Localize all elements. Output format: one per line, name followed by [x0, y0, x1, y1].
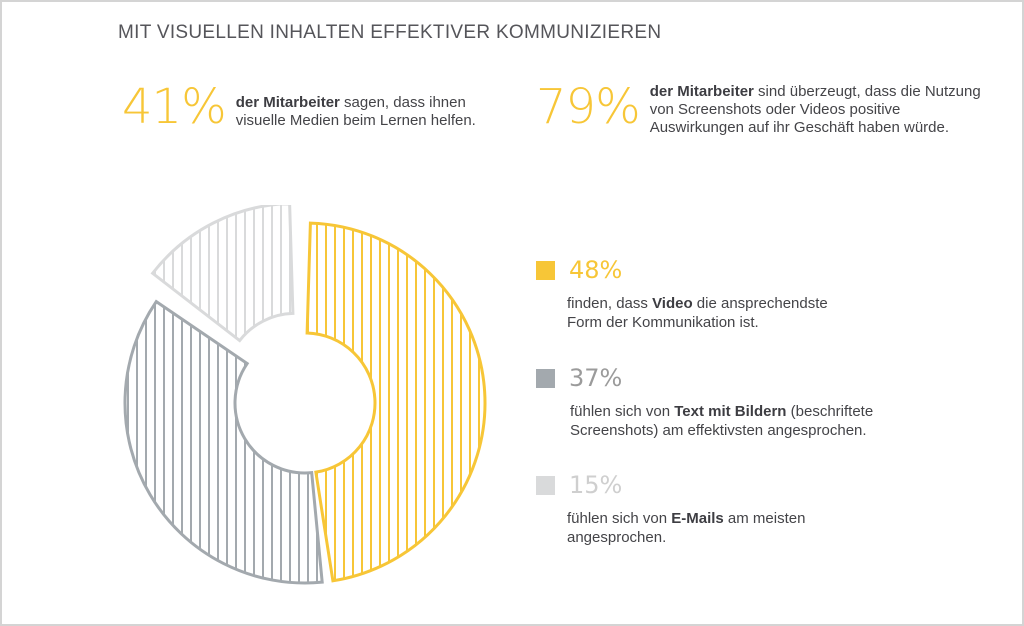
legend-item-email: 15% fühlen sich von E-Mails am meisten a…: [536, 473, 907, 547]
legend-item-text-bilder: 37% fühlen sich von Text mit Bildern (be…: [536, 366, 910, 440]
legend-desc-post: am meisten: [723, 510, 806, 527]
stat-bold: der Mitarbeiter: [649, 83, 754, 100]
legend-desc-pre: fühlen sich von: [567, 510, 672, 527]
legend-desc-bold: E-Mails: [671, 510, 724, 527]
legend-desc-video: finden, dass Video die ansprechendste Fo…: [567, 294, 907, 332]
legend-desc-post: (beschriftete: [786, 403, 874, 420]
legend-desc-line2: angesprochen.: [567, 529, 667, 546]
legend-desc-pre: fühlen sich von: [570, 403, 675, 420]
legend-desc-post: die ansprechendste: [692, 295, 828, 312]
stat-41: 41% der Mitarbeiter sagen, dass ihnen vi…: [122, 83, 476, 131]
stat-bold: der Mitarbeiter: [235, 94, 340, 111]
legend-pct-email: 15%: [569, 471, 623, 499]
page-title: MIT VISUELLEN INHALTEN EFFEKTIVER KOMMUN…: [118, 22, 662, 43]
legend-desc-line2: Form der Kommunikation ist.: [567, 314, 759, 331]
legend-swatch-email: [536, 475, 555, 495]
stat-text: der Mitarbeiter sagen, dass ihnen visuel…: [236, 94, 476, 130]
stat-value: 41%: [122, 79, 227, 135]
donut-slice-email: [150, 205, 295, 343]
stat-text-line2: von Screenshots oder Videos positive: [649, 101, 901, 118]
stat-text-line3: Auswirkungen auf ihr Geschäft haben würd…: [649, 119, 950, 136]
donut-slice-video: [305, 221, 487, 583]
donut-chart: [123, 205, 487, 585]
donut-slice-text-bilder: [123, 299, 324, 585]
legend-item-video: 48% finden, dass Video die ansprechendst…: [536, 258, 907, 332]
stat-value: 79%: [536, 79, 641, 135]
legend-desc-pre: finden, dass: [567, 295, 653, 312]
legend-desc-bold: Video: [652, 295, 693, 312]
legend-desc-email: fühlen sich von E-Mails am meisten anges…: [567, 509, 907, 547]
legend-desc-text-bilder: fühlen sich von Text mit Bildern (beschr…: [570, 402, 910, 440]
stat-text-rest: sagen, dass ihnen: [339, 94, 466, 111]
legend-pct-video: 48%: [569, 256, 623, 284]
stat-79: 79% der Mitarbeiter sind überzeugt, dass…: [536, 83, 981, 137]
legend-pct-text-bilder: 37%: [569, 364, 623, 392]
stat-text-line2: visuelle Medien beim Lernen helfen.: [235, 112, 476, 129]
stat-text-rest: sind überzeugt, dass die Nutzung: [753, 83, 981, 100]
legend-swatch-video: [536, 260, 555, 280]
legend-desc-line2: Screenshots) am effektivsten angesproche…: [570, 422, 867, 439]
stat-text: der Mitarbeiter sind überzeugt, dass die…: [650, 83, 981, 137]
legend-swatch-text-bilder: [536, 368, 555, 388]
legend-desc-bold: Text mit Bildern: [674, 403, 787, 420]
